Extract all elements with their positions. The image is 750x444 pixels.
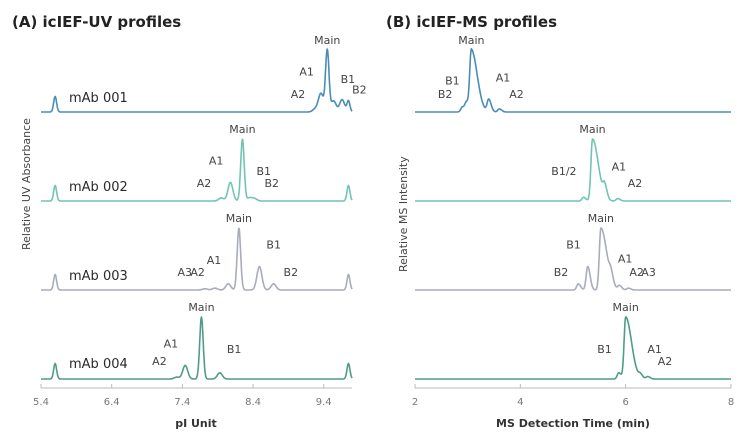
peak-label: A2 — [291, 88, 306, 101]
peak-label: A3 — [177, 266, 192, 279]
trace-mab-002 — [40, 138, 353, 202]
x-tick-label: 6.4 — [104, 397, 120, 408]
panel-b-ylabel: Relative MS Intensity — [397, 156, 410, 272]
peak-label: B1 — [566, 238, 581, 251]
x-tick-label: 8.4 — [245, 397, 261, 408]
peak-label: A1 — [647, 343, 662, 356]
sample-label: mAb 003 — [69, 269, 128, 284]
peak-label: Main — [314, 34, 340, 47]
trace-mab-001 — [414, 48, 732, 113]
x-tick-label: 9.4 — [316, 397, 332, 408]
peak-label: A2 — [152, 355, 167, 368]
trace-mab-002 — [414, 138, 732, 202]
peak-label: A1 — [164, 337, 179, 350]
trace-mab-001 — [40, 48, 353, 113]
sample-label: mAb 004 — [69, 357, 128, 372]
peak-label: A1 — [612, 161, 627, 174]
x-tick-label: 6 — [622, 397, 628, 408]
panel-b-x-axis: 2 4 6 8 — [412, 384, 734, 408]
trace-mab-004 — [40, 316, 353, 380]
peak-label: A2 — [197, 177, 212, 190]
sample-label: mAb 001 — [69, 91, 128, 106]
peak-label: Main — [229, 123, 255, 136]
x-tick-label: 5.4 — [33, 397, 49, 408]
peak-label: B2 — [352, 84, 367, 97]
peak-label: A1 — [299, 65, 314, 78]
peak-label: Main — [579, 123, 605, 136]
peak-label: A1 — [207, 254, 222, 267]
peak-label: A1 — [618, 253, 633, 266]
sample-label: mAb 002 — [69, 180, 128, 195]
peak-labels: A2A1MainB1B2A2A1MainB1B2A3A2A1MainB1B2A2… — [152, 34, 672, 368]
peak-label: B1 — [227, 343, 242, 356]
panel-a-title: (A) icIEF-UV profiles — [12, 13, 181, 31]
peak-label: A2 — [190, 266, 205, 279]
peak-label: Main — [588, 212, 614, 225]
peak-label: A1 — [209, 154, 224, 167]
peak-label: A3 — [641, 266, 656, 279]
panel-b-xlabel: MS Detection Time (min) — [496, 417, 650, 430]
panel-b-title: (B) icIEF-MS profiles — [386, 13, 557, 31]
peak-label: B1 — [257, 165, 272, 178]
peak-label: Main — [226, 212, 252, 225]
peak-label: Main — [188, 301, 214, 314]
peak-label: A2 — [658, 355, 673, 368]
peak-label: A1 — [496, 72, 511, 85]
trace-mab-003 — [40, 227, 353, 291]
peak-label: B1 — [266, 238, 281, 251]
peak-label: Main — [613, 301, 639, 314]
traces — [40, 48, 732, 380]
peak-label: B2 — [438, 88, 453, 101]
peak-label: B1 — [597, 343, 612, 356]
peak-label: B2 — [284, 266, 299, 279]
panel-a-xlabel: pI Unit — [175, 417, 217, 430]
peak-label: A2 — [629, 266, 644, 279]
panel-a-x-axis: 5.4 6.4 7.4 8.4 9.4 — [33, 384, 352, 408]
peak-label: B2 — [264, 177, 279, 190]
peak-label: A2 — [628, 177, 643, 190]
peak-label: B1 — [445, 75, 460, 88]
x-tick-label: 7.4 — [174, 397, 190, 408]
panel-a-ylabel: Relative UV Absorbance — [20, 118, 33, 250]
x-tick-label: 4 — [517, 397, 523, 408]
peak-label: Main — [458, 34, 484, 47]
trace-mab-003 — [414, 227, 732, 291]
trace-mab-004 — [414, 316, 732, 380]
peak-label: B2 — [554, 266, 569, 279]
x-tick-label: 8 — [728, 397, 734, 408]
peak-label: A2 — [509, 88, 524, 101]
peak-label: B1/2 — [551, 165, 576, 178]
x-tick-label: 2 — [412, 397, 418, 408]
peak-label: B1 — [341, 73, 356, 86]
